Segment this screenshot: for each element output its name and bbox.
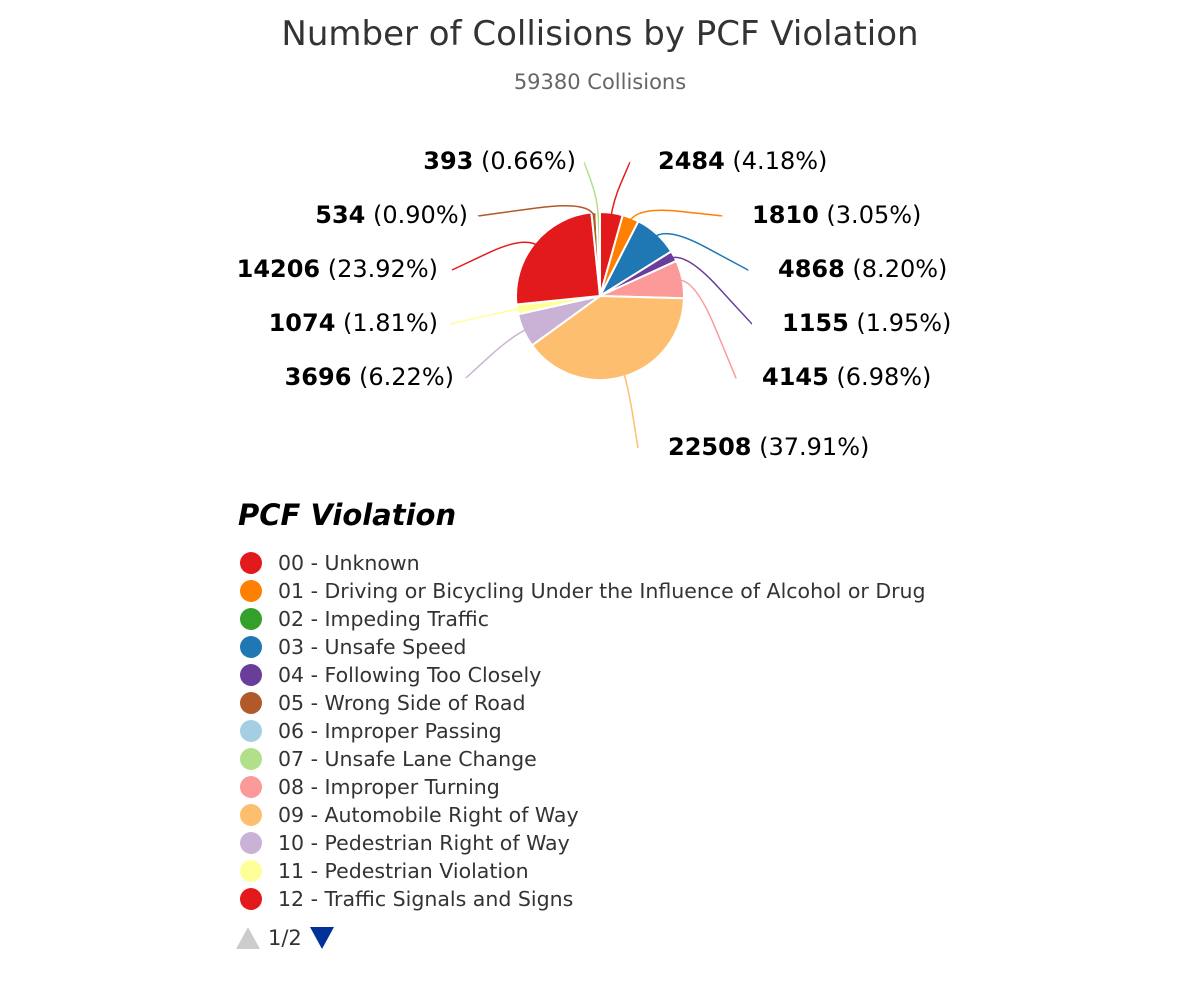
slice-label: 1074 (1.81%) (269, 309, 438, 337)
slice-label: 1155 (1.95%) (782, 309, 951, 337)
connector-line (477, 205, 596, 219)
legend-item[interactable]: 04 - Following Too Closely (240, 661, 926, 689)
legend-swatch-icon (240, 832, 262, 854)
legend-item[interactable]: 05 - Wrong Side of Road (240, 689, 926, 717)
legend-item[interactable]: 01 - Driving or Bicycling Under the Infl… (240, 577, 926, 605)
legend-item[interactable]: 00 - Unknown (240, 549, 926, 577)
chart-title: Number of Collisions by PCF Violation (281, 14, 919, 54)
legend-pagination: 1/2 (236, 926, 334, 950)
legend-swatch-icon (240, 664, 262, 686)
slice-label: 22508 (37.91%) (668, 433, 869, 461)
connector-line (652, 232, 749, 271)
legend-label: 00 - Unknown (278, 551, 420, 575)
connector-line (465, 327, 530, 379)
legend-swatch-icon (240, 888, 262, 910)
legend-label: 11 - Pedestrian Violation (278, 859, 529, 883)
legend-label: 12 - Traffic Signals and Signs (278, 887, 574, 911)
slice-label: 393 (0.66%) (423, 147, 576, 175)
legend: 00 - Unknown 01 - Driving or Bicycling Un… (240, 549, 926, 913)
slice-label: 534 (0.90%) (315, 201, 468, 229)
legend-item[interactable]: 03 - Unsafe Speed (240, 633, 926, 661)
legend-item[interactable]: 02 - Impeding Traffic (240, 605, 926, 633)
legend-label: 10 - Pedestrian Right of Way (278, 831, 570, 855)
slice-label: 3696 (6.22%) (285, 363, 454, 391)
legend-swatch-icon (240, 776, 262, 798)
connector-line (583, 161, 600, 219)
legend-label: 01 - Driving or Bicycling Under the Infl… (278, 579, 926, 603)
page-indicator: 1/2 (268, 926, 302, 950)
legend-title: PCF Violation (238, 498, 457, 532)
legend-item[interactable]: 11 - Pedestrian Violation (240, 857, 926, 885)
legend-item[interactable]: 06 - Improper Passing (240, 717, 926, 745)
legend-label: 03 - Unsafe Speed (278, 635, 467, 659)
slice-label: 4868 (8.20%) (778, 255, 947, 283)
slice-label: 1810 (3.05%) (752, 201, 921, 229)
legend-label: 05 - Wrong Side of Road (278, 691, 526, 715)
slice-label: 4145 (6.98%) (762, 363, 931, 391)
page-down-icon[interactable] (309, 927, 334, 949)
connector-line (622, 370, 639, 449)
legend-label: 08 - Improper Turning (278, 775, 500, 799)
legend-label: 07 - Unsafe Lane Change (278, 747, 537, 771)
pie-chart: 2484 (4.18%) 1810 (3.05%) 4868 (8.20%) 1155… (237, 147, 952, 461)
connector-line (668, 256, 753, 325)
chart-subtitle: 59380 Collisions (513, 70, 687, 94)
legend-swatch-icon (240, 580, 262, 602)
legend-item[interactable]: 08 - Improper Turning (240, 773, 926, 801)
legend-swatch-icon (240, 636, 262, 658)
legend-swatch-icon (240, 804, 262, 826)
connector-line (609, 161, 631, 219)
legend-swatch-icon (240, 692, 262, 714)
legend-swatch-icon (240, 748, 262, 770)
slice-label: 2484 (4.18%) (658, 147, 827, 175)
legend-label: 02 - Impeding Traffic (278, 607, 489, 631)
connector-line (451, 241, 540, 271)
legend-swatch-icon (240, 552, 262, 574)
legend-item[interactable]: 12 - Traffic Signals and Signs (240, 885, 926, 913)
pie-slice[interactable] (515, 211, 602, 306)
page-up-icon[interactable] (236, 927, 260, 949)
connector-line (627, 209, 723, 224)
legend-swatch-icon (240, 860, 262, 882)
connector-line (676, 279, 737, 379)
legend-item[interactable]: 07 - Unsafe Lane Change (240, 745, 926, 773)
legend-item[interactable]: 10 - Pedestrian Right of Way (240, 829, 926, 857)
legend-label: 06 - Improper Passing (278, 719, 502, 743)
legend-label: 04 - Following Too Closely (278, 663, 542, 687)
legend-item[interactable]: 09 - Automobile Right of Way (240, 801, 926, 829)
legend-label: 09 - Automobile Right of Way (278, 803, 579, 827)
connector-line (449, 307, 524, 325)
legend-swatch-icon (240, 720, 262, 742)
slice-label: 14206 (23.92%) (237, 255, 438, 283)
legend-swatch-icon (240, 608, 262, 630)
